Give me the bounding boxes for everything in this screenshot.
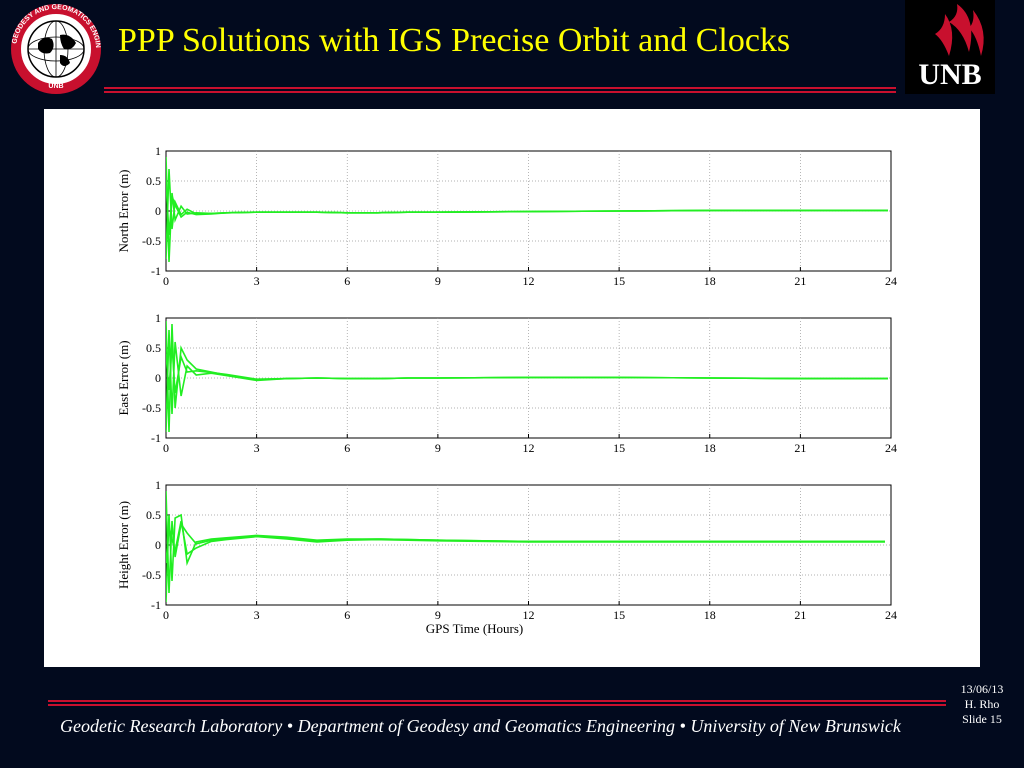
slide-author: H. Rho: [964, 697, 1000, 711]
unb-logo-text: UNB: [918, 58, 982, 91]
x-tick-label: 3: [254, 274, 260, 288]
chart-1: 0 3 6 9 12 15 18 21 24 1 0.5 0 -0.5 -1 North Error (m): [116, 144, 897, 288]
y-axis-label: East Error (m): [116, 340, 131, 415]
x-tick-label: 9: [435, 274, 441, 288]
department-logo: GEODESY AND GEOMATICS ENGINEERING UNB: [7, 0, 102, 95]
footer-separator: •: [679, 716, 686, 736]
sail-icon: [935, 4, 984, 56]
x-tick-label: 21: [794, 441, 806, 455]
y-tick-label: 0: [155, 538, 161, 552]
slide-info: 13/06/13 H. Rho Slide 15: [950, 682, 1014, 727]
slide-number: Slide 15: [962, 712, 1002, 726]
x-tick-label: 15: [613, 608, 625, 622]
chart-panel: 0 3 6 9 12 15 18 21 24 1 0.5 0 -0.5 -1 North Error (m)…: [44, 109, 980, 667]
unb-logo: UNB: [905, 0, 995, 94]
x-tick-label: 15: [613, 441, 625, 455]
footer-text: Geodetic Research Laboratory • Departmen…: [60, 716, 950, 737]
x-tick-label: 12: [523, 441, 535, 455]
y-tick-label: -1: [151, 431, 161, 445]
x-tick-label: 0: [163, 274, 169, 288]
x-tick-label: 9: [435, 608, 441, 622]
x-tick-label: 12: [523, 274, 535, 288]
y-tick-label: -1: [151, 264, 161, 278]
x-tick-label: 18: [704, 274, 716, 288]
y-axis-label: North Error (m): [116, 169, 131, 252]
x-tick-label: 0: [163, 441, 169, 455]
x-tick-label: 24: [885, 274, 897, 288]
header-divider: [104, 87, 896, 93]
footer-divider: [48, 700, 946, 706]
y-tick-label: 1: [155, 144, 161, 158]
series-line-3: [166, 344, 888, 394]
x-tick-label: 24: [885, 608, 897, 622]
y-tick-label: 0: [155, 371, 161, 385]
x-tick-label: 6: [344, 608, 350, 622]
x-tick-label: 21: [794, 274, 806, 288]
x-tick-label: 6: [344, 274, 350, 288]
logo-ring-sub: UNB: [48, 83, 63, 90]
series-line-3: [166, 180, 888, 236]
x-tick-label: 21: [794, 608, 806, 622]
x-tick-label: 9: [435, 441, 441, 455]
x-tick-label: 3: [254, 608, 260, 622]
x-tick-label: 6: [344, 441, 350, 455]
slide-date: 13/06/13: [960, 682, 1004, 696]
footer-lab: Geodetic Research Laboratory: [60, 716, 283, 736]
y-tick-label: -1: [151, 598, 161, 612]
y-axis-label: Height Error (m): [116, 501, 131, 589]
x-tick-label: 18: [704, 441, 716, 455]
x-tick-label: 15: [613, 274, 625, 288]
footer-separator: •: [286, 716, 294, 736]
y-tick-label: 0: [155, 204, 161, 218]
error-charts: 0 3 6 9 12 15 18 21 24 1 0.5 0 -0.5 -1 North Error (m)…: [116, 144, 897, 636]
slide-title: PPP Solutions with IGS Precise Orbit and…: [118, 22, 791, 59]
y-tick-label: 1: [155, 311, 161, 325]
y-tick-label: -0.5: [142, 234, 161, 248]
y-tick-label: 0.5: [146, 174, 161, 188]
y-tick-label: 0.5: [146, 341, 161, 355]
series-line-3: [166, 520, 885, 564]
y-tick-label: -0.5: [142, 568, 161, 582]
chart-3: 0 3 6 9 12 15 18 21 24 1 0.5 0 -0.5 -1 Height Error (m…: [116, 478, 897, 636]
chart-2: 0 3 6 9 12 15 18 21 24 1 0.5 0 -0.5 -1 East Error (m): [116, 311, 897, 455]
y-tick-label: 1: [155, 478, 161, 492]
y-tick-label: -0.5: [142, 401, 161, 415]
y-tick-label: 0.5: [146, 508, 161, 522]
x-tick-label: 18: [704, 608, 716, 622]
x-tick-label: 3: [254, 441, 260, 455]
footer-university: University of New Brunswick: [690, 716, 901, 736]
x-axis-label: GPS Time (Hours): [426, 621, 524, 636]
x-tick-label: 12: [523, 608, 535, 622]
x-tick-label: 0: [163, 608, 169, 622]
footer-department: Department of Geodesy and Geomatics Engi…: [297, 716, 676, 736]
x-tick-label: 24: [885, 441, 897, 455]
